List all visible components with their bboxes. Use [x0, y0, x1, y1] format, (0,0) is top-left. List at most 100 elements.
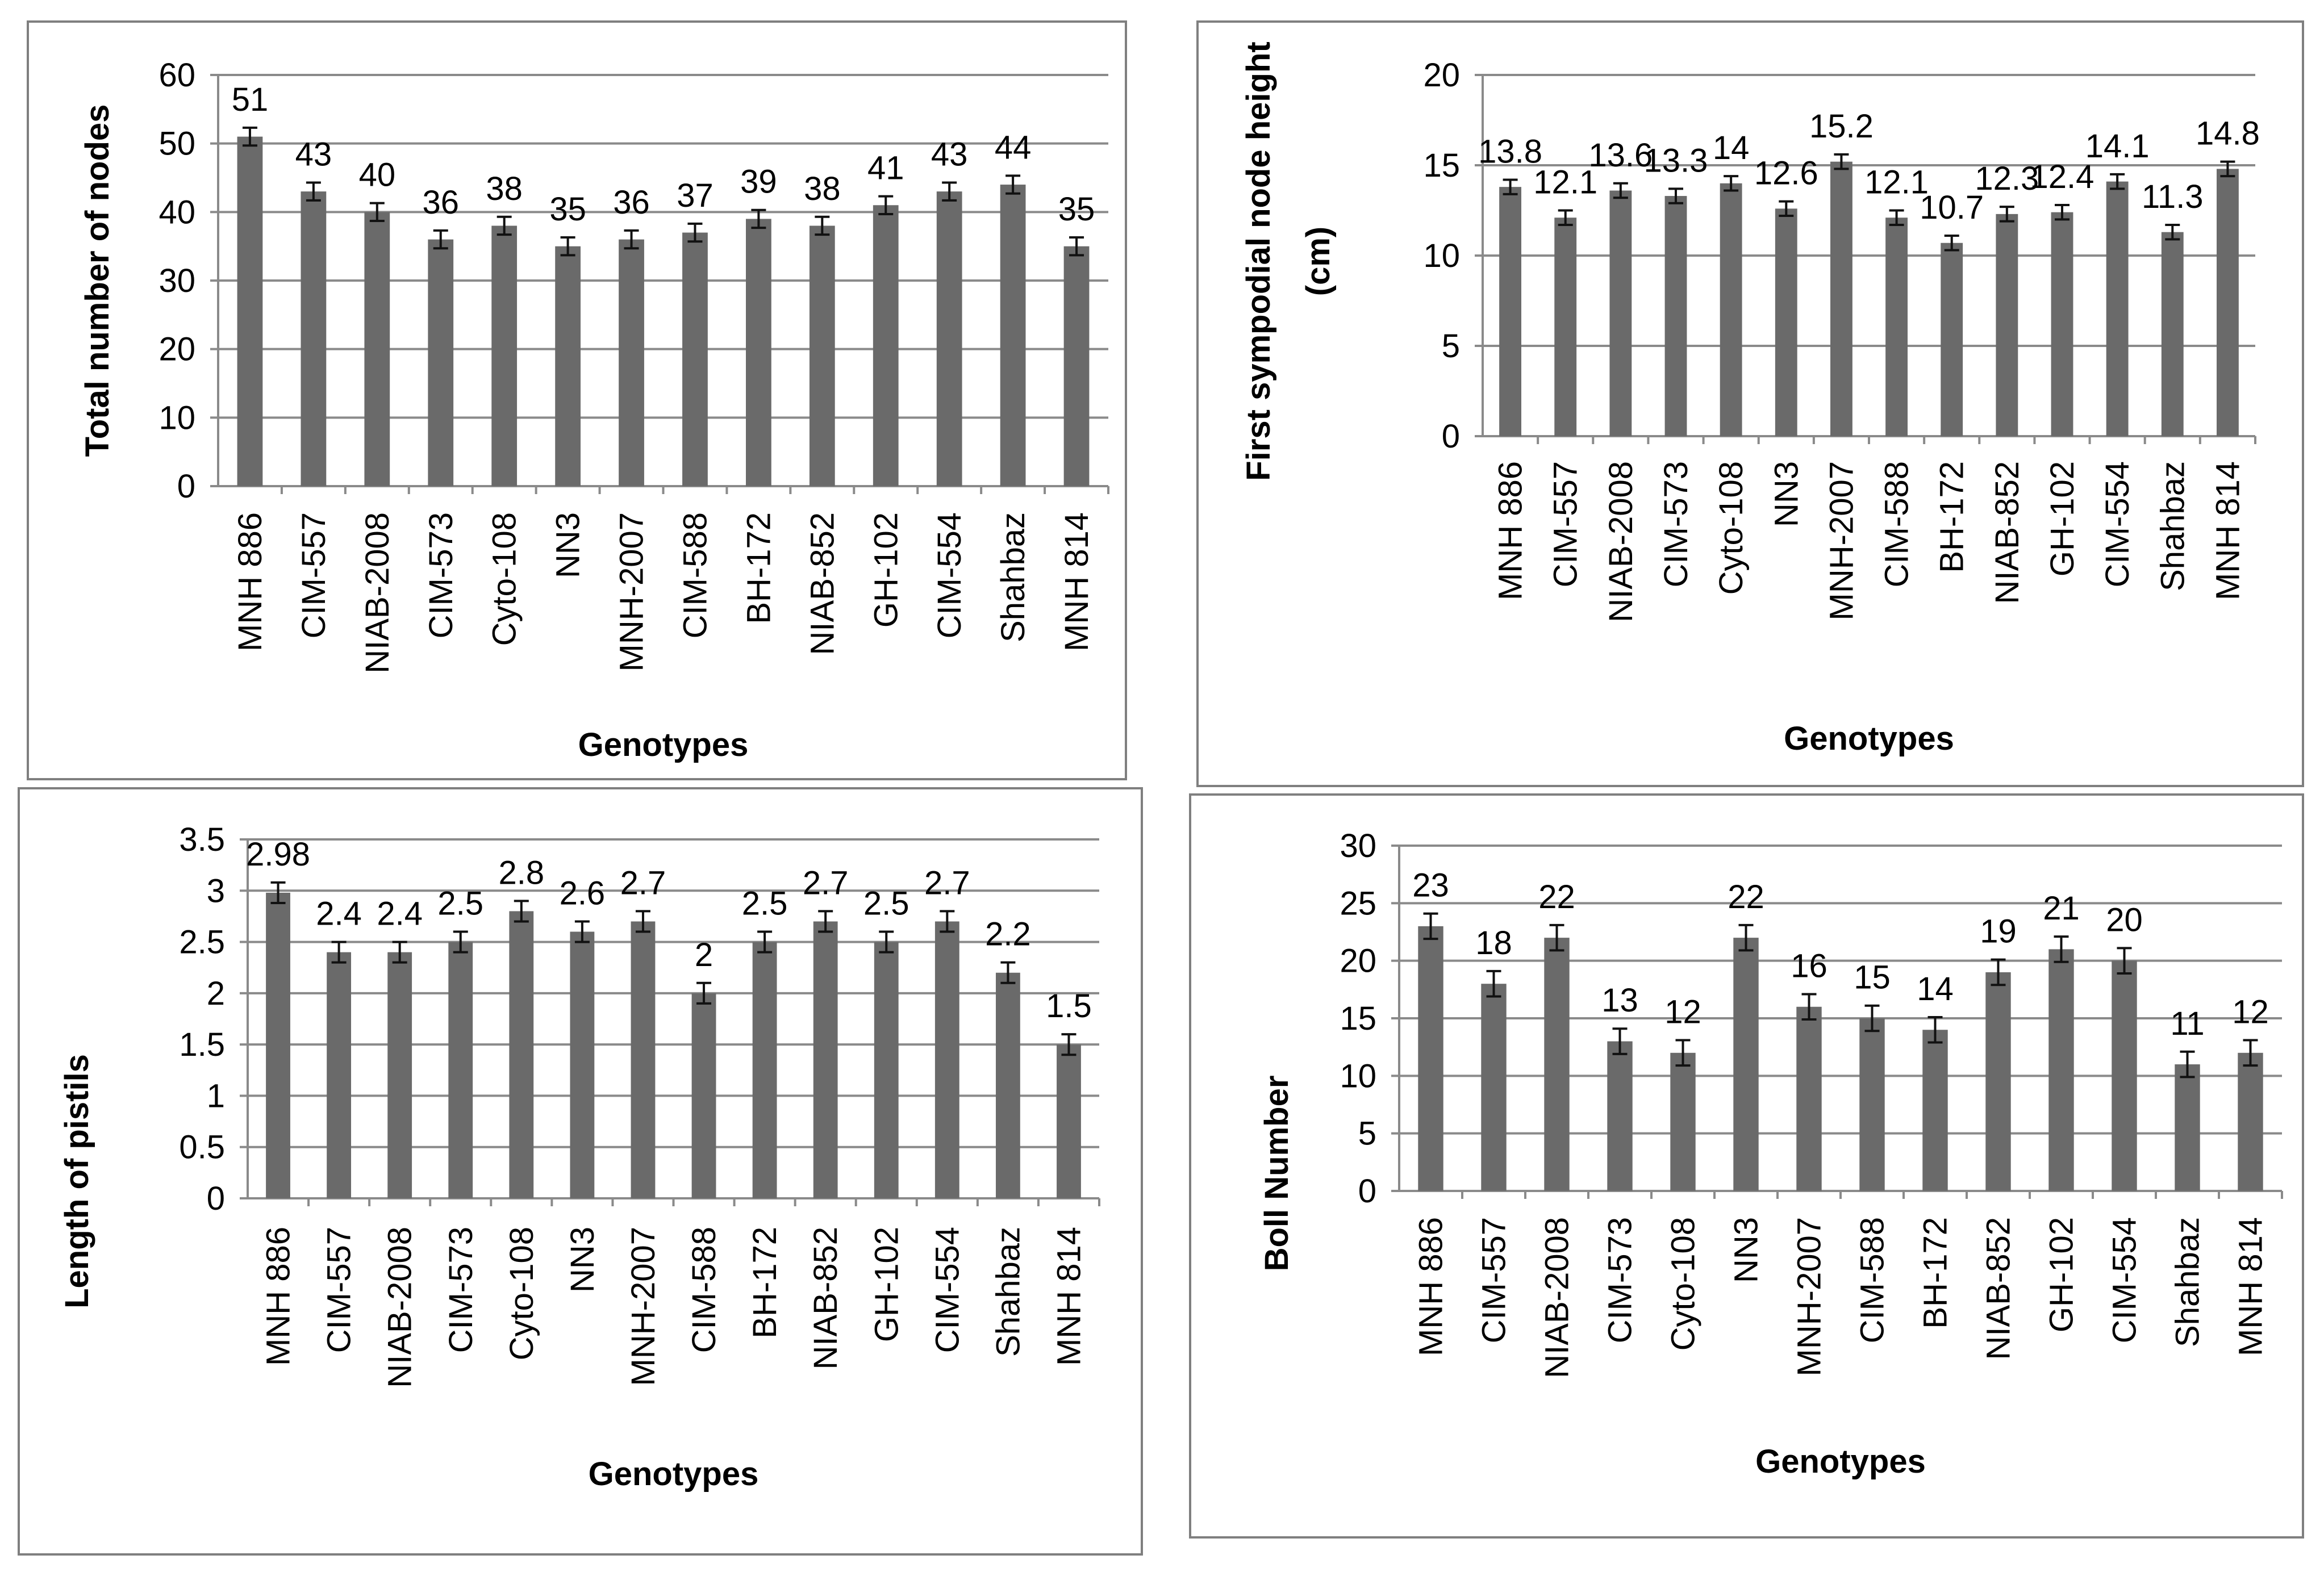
data-label: 19 [1980, 913, 2017, 950]
bar [936, 191, 962, 487]
chart-boll-number: 0 5 10 15 20 25 30 23 MNH 886 18 CIM-557 22 NIAB-200… [1258, 827, 2283, 1480]
bar [934, 921, 959, 1198]
y-tick-label: 10 [1340, 1057, 1376, 1094]
bar [327, 952, 352, 1198]
data-label: 16 [1791, 947, 1828, 984]
category-label: Shahbaz [990, 1227, 1027, 1357]
data-label: 38 [486, 170, 523, 207]
y-tick-label: 2.5 [179, 924, 225, 961]
bar [448, 942, 473, 1198]
bar [813, 921, 838, 1198]
chart-total-nodes: 0 10 20 30 40 50 60 51 MNH 886 43 CIM-557 40 NIAB-20… [79, 57, 1109, 763]
data-label: 12 [1664, 994, 1701, 1031]
data-label: 10.7 [1920, 189, 1984, 226]
data-label: 2.5 [863, 885, 909, 922]
data-label: 13.3 [1644, 142, 1708, 179]
category-label: CIM-557 [1547, 461, 1584, 587]
category-label: CIM-573 [423, 512, 460, 638]
data-label: 37 [677, 177, 714, 214]
category-label: CIM-554 [931, 512, 968, 638]
data-label: 2.4 [316, 896, 362, 933]
category-label: MNH 886 [232, 512, 269, 651]
category-label: MNH 886 [1413, 1217, 1450, 1356]
data-label: 23 [1412, 867, 1449, 904]
bar [2217, 169, 2239, 436]
chart-length-of-pistils: 0 0.5 1 1.5 2 2.5 3 3.5 2.98 MNH 886 2.4 CIM-557 2.4… [59, 821, 1100, 1493]
x-axis-title: Genotypes [578, 726, 749, 763]
bar [2051, 212, 2073, 436]
category-label: NIAB-852 [1989, 461, 2026, 604]
bar [682, 232, 708, 486]
data-label: 2.2 [985, 916, 1031, 953]
bar [1670, 1052, 1696, 1191]
chart-panel-first-sympodial-node-height: 0 5 10 15 20 13.8 MNH 886 12.1 CIM-557 13.6 NIAB-2… [1196, 20, 2304, 787]
data-label: 51 [232, 81, 269, 118]
data-label: 18 [1475, 925, 1512, 962]
bar [1922, 1030, 1948, 1191]
category-label: MNH 814 [1050, 1227, 1087, 1366]
data-label: 43 [931, 136, 968, 173]
category-label: MNH-2007 [1791, 1217, 1828, 1376]
data-label: 2.8 [499, 854, 545, 891]
data-label: 43 [295, 136, 332, 173]
data-label: 2.5 [437, 885, 483, 922]
data-label: 20 [2106, 901, 2143, 938]
category-label: CIM-557 [295, 512, 332, 638]
y-tick-label: 25 [1340, 885, 1376, 922]
category-label: NN3 [550, 512, 587, 578]
data-label: 2.7 [803, 864, 849, 901]
data-label: 15.2 [1809, 108, 1874, 145]
category-label: NIAB-852 [807, 1227, 844, 1369]
bar [570, 931, 595, 1198]
bar [1885, 218, 1908, 436]
category-label: Shahbaz [2154, 461, 2191, 591]
data-label: 11.3 [2142, 178, 2204, 215]
data-label: 13 [1601, 982, 1638, 1019]
y-tick-label: 10 [158, 399, 195, 436]
category-label: MNH-2007 [1823, 461, 1860, 620]
data-label: 2.5 [742, 885, 788, 922]
bar [1000, 185, 1026, 487]
data-label: 2.98 [246, 836, 310, 873]
category-label: MNH-2007 [614, 512, 650, 671]
bar [1609, 190, 1632, 436]
category-label: CIM-588 [1879, 461, 1916, 587]
y-axis-title: Total number of nodes [79, 104, 116, 457]
data-label: 2.7 [924, 864, 970, 901]
bar [995, 972, 1020, 1198]
y-tick-label: 5 [1358, 1115, 1376, 1152]
bar [1664, 196, 1687, 436]
data-label: 22 [1728, 879, 1764, 915]
data-label: 12.4 [2030, 158, 2094, 195]
y-tick-label: 40 [158, 194, 195, 231]
category-label: MNH 814 [1058, 512, 1095, 651]
chart-panel-total-nodes: 0 10 20 30 40 50 60 51 MNH 886 43 CIM-557 40 NIAB-20… [27, 20, 1127, 780]
category-label: NIAB-2008 [1603, 461, 1639, 622]
bar [1996, 214, 2018, 436]
y-tick-label: 20 [158, 331, 195, 368]
category-label: NN3 [564, 1227, 601, 1293]
category-label: GH-102 [2043, 1217, 2080, 1332]
category-label: NIAB-2008 [1539, 1217, 1576, 1378]
y-axis-title: Length of pistils [59, 1054, 95, 1309]
category-label: MNH 814 [2233, 1217, 2269, 1356]
data-label: 11 [2170, 1005, 2204, 1042]
data-label: 2.4 [377, 896, 423, 933]
bar [2238, 1052, 2263, 1191]
data-label: 15 [1854, 959, 1891, 996]
category-label: NIAB-852 [1980, 1217, 2017, 1360]
data-label: 35 [1058, 191, 1095, 228]
category-label: CIM-554 [929, 1227, 966, 1353]
y-axis-title: Boll Number [1258, 1076, 1295, 1272]
category-label: NN3 [1768, 461, 1805, 527]
bar [2112, 960, 2137, 1191]
category-label: MNH 814 [2209, 461, 2246, 600]
data-label: 14.8 [2196, 115, 2260, 152]
bar [1481, 984, 1507, 1191]
y-tick-label: 1 [207, 1077, 225, 1114]
data-label: 14.1 [2085, 128, 2150, 165]
data-label: 1.5 [1046, 988, 1092, 1025]
category-label: NIAB-852 [804, 512, 841, 655]
bar [1554, 218, 1577, 436]
y-tick-label: 3 [207, 872, 225, 909]
